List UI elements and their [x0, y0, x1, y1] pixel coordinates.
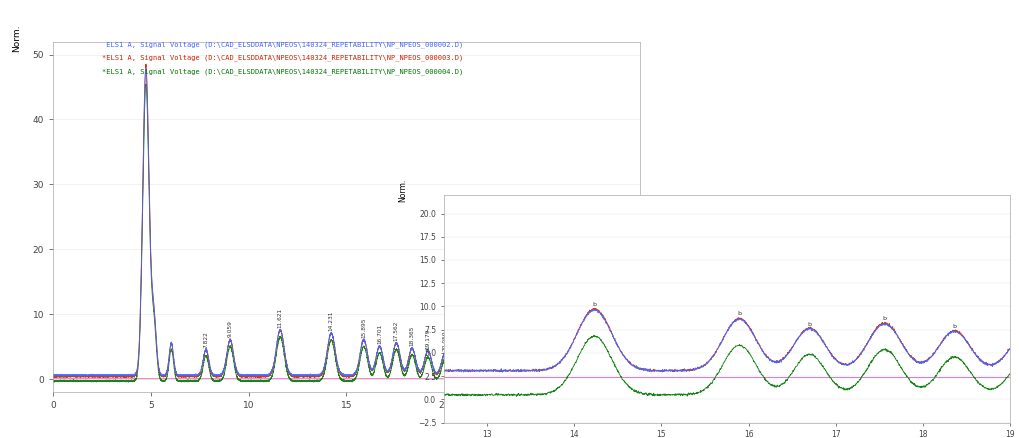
Text: *ELS1 A, Signal Voltage (D:\CAD_ELSDDATA\NPEOS\140324_REPETABILITY\NP_NPEOS_0000: *ELS1 A, Signal Voltage (D:\CAD_ELSDDATA… — [102, 68, 463, 74]
Text: 23.008: 23.008 — [500, 334, 504, 355]
Text: b: b — [592, 302, 596, 307]
Text: b: b — [737, 311, 741, 316]
Text: 25.826: 25.826 — [555, 340, 559, 360]
Text: min: min — [658, 415, 676, 424]
Text: 24.103: 24.103 — [522, 338, 526, 358]
Text: 20.983: 20.983 — [461, 332, 466, 353]
Text: 14.231: 14.231 — [328, 311, 333, 331]
Text: 11.621: 11.621 — [277, 307, 282, 328]
Text: ELS1 A, Signal Voltage (D:\CAD_ELSDDATA\NPEOS\140324_REPETABILITY\NP_NPEOS_00000: ELS1 A, Signal Voltage (D:\CAD_ELSDDATA\… — [102, 42, 463, 48]
Text: 21.962: 21.962 — [479, 332, 484, 353]
Text: 9.059: 9.059 — [227, 321, 232, 337]
Text: b: b — [881, 316, 886, 321]
Text: *ELS1 A, Signal Voltage (D:\CAD_ELSDDATA\NPEOS\140324_REPETABILITY\NP_NPEOS_0000: *ELS1 A, Signal Voltage (D:\CAD_ELSDDATA… — [102, 55, 463, 61]
Y-axis label: Norm.: Norm. — [12, 25, 20, 52]
Text: 15.895: 15.895 — [361, 317, 366, 338]
Text: 20.059: 20.059 — [442, 330, 447, 350]
Text: 16.701: 16.701 — [377, 324, 382, 344]
Y-axis label: Norm.: Norm. — [397, 179, 407, 202]
Text: 17.562: 17.562 — [393, 321, 398, 341]
Text: b: b — [952, 324, 956, 329]
Text: b: b — [807, 322, 811, 327]
Text: 7.822: 7.822 — [203, 331, 208, 347]
Text: 19.179: 19.179 — [425, 328, 430, 349]
Text: 18.365: 18.365 — [410, 326, 414, 346]
